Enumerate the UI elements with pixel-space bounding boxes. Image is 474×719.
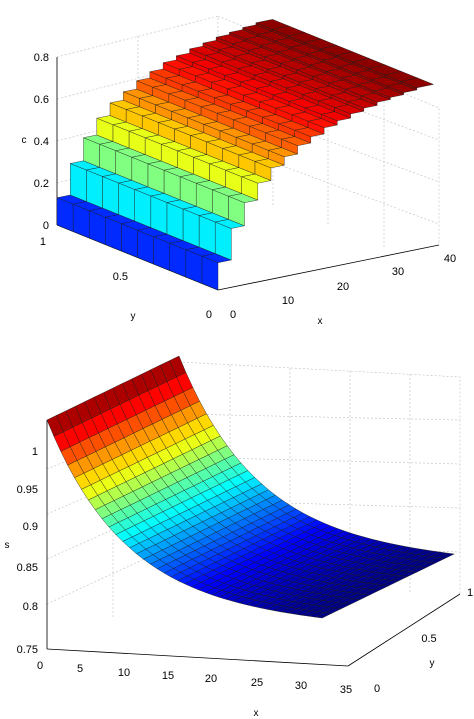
surface-chart-c: 0 0.2 0.4 0.6 0.8 c 1 0.5 0 y 0 10 20 30… [22, 15, 456, 327]
chart2-x-ticks: 0 5 10 15 20 25 30 35 [37, 660, 352, 696]
x-axis-label: x [318, 316, 323, 327]
z-tick-label: 0.8 [23, 601, 38, 613]
chart1-z-ticks: 0 0.2 0.4 0.6 0.8 [34, 52, 49, 232]
x-tick-label: 40 [444, 253, 456, 265]
chart2-z-ticks: 0.75 0.8 0.85 0.9 0.95 1 [17, 446, 38, 656]
x-tick-label: 20 [337, 281, 349, 293]
z-tick-label: 0.2 [34, 178, 49, 190]
x-axis-label: x [254, 708, 259, 719]
z-tick-label: 0.95 [17, 484, 38, 496]
y-tick-label: 0 [374, 683, 380, 695]
y-tick-label: 1 [467, 587, 473, 599]
chart1-surface [56, 19, 435, 291]
z-axis-label: c [22, 135, 27, 146]
z-tick-label: 1 [32, 446, 38, 458]
x-tick-label: 30 [295, 680, 307, 692]
chart2-y-ticks: 0 0.5 1 [374, 587, 473, 695]
y-axis-label: y [430, 658, 435, 669]
chart2-axes [46, 420, 461, 667]
y-tick-label: 1 [40, 236, 46, 248]
x-tick-label: 0 [230, 309, 236, 321]
x-tick-label: 5 [77, 663, 83, 675]
z-tick-label: 0.4 [34, 136, 49, 148]
surface-chart-s: 0.75 0.8 0.85 0.9 0.95 1 s 0 5 10 15 20 … [5, 355, 473, 719]
chart1-y-ticks: 1 0.5 0 [40, 236, 212, 321]
y-tick-label: 0 [206, 309, 212, 321]
z-tick-label: 0.85 [17, 562, 38, 574]
surface-patch [46, 415, 64, 437]
x-tick-label: 10 [118, 667, 130, 679]
x-tick-label: 35 [340, 684, 352, 696]
x-tick-label: 10 [282, 295, 294, 307]
chart1-x-ticks: 0 10 20 30 40 [230, 253, 456, 321]
surface-tread [255, 19, 290, 30]
y-tick-label: 0.5 [421, 633, 436, 645]
y-tick-label: 0.5 [113, 271, 128, 283]
z-tick-label: 0.75 [17, 644, 38, 656]
z-tick-label: 0.9 [23, 521, 38, 533]
x-tick-label: 15 [162, 670, 174, 682]
z-axis-label: s [5, 540, 10, 551]
x-tick-label: 30 [392, 266, 404, 278]
z-tick-label: 0.8 [34, 52, 49, 64]
z-tick-label: 0 [43, 220, 49, 232]
x-tick-label: 20 [205, 673, 217, 685]
x-tick-label: 25 [251, 677, 263, 689]
y-axis-label: y [131, 311, 136, 322]
x-tick-label: 0 [37, 660, 43, 672]
chart2-surface [46, 355, 455, 619]
z-tick-label: 0.6 [34, 94, 49, 106]
